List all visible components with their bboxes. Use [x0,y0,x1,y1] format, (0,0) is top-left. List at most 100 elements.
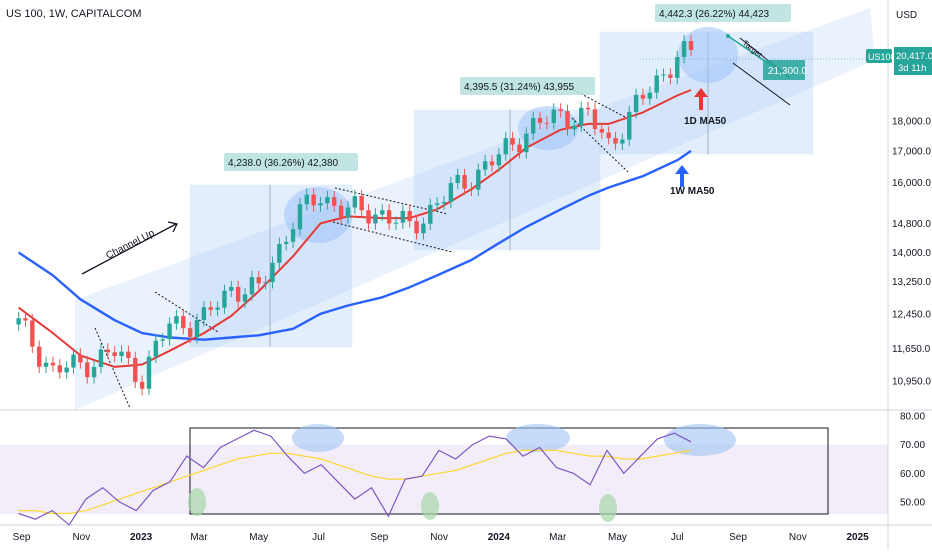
candle-body [64,367,69,373]
candle-body [215,307,220,310]
ma-1d-arrow [694,88,708,110]
rsi-top-bubble-3 [664,424,736,456]
time-tick-label: Nov [72,532,90,543]
candle-body [510,138,515,145]
rsi-bottom-circle-2 [421,492,439,520]
rsi-ma-line [18,449,692,515]
price-tick-label: 14,000.0 [892,248,931,259]
candle-body [30,320,35,347]
currency-label[interactable]: USD [896,10,918,21]
rsi-line [18,429,692,526]
candle-body [50,362,56,366]
candle-body [366,210,371,224]
candle-body [400,211,406,223]
candle-body [242,294,248,302]
price-tick-label: 11,650.0 [892,344,931,355]
candle-body [359,196,364,211]
candle-body [43,362,49,367]
time-tick-label: May [608,532,627,543]
time-tick-label: Mar [190,532,208,543]
rsi-tick-label: 60.00 [900,469,925,480]
candle-body [71,354,76,368]
candle-body [174,316,179,324]
rsi-top-bubble-2 [506,424,570,452]
candle-body [338,205,344,218]
pullback-line-2 [94,327,131,409]
candle-body [297,204,303,230]
candle-body [181,316,186,329]
candle-body [112,352,117,356]
rsi-tick-label: 70.00 [900,440,925,451]
rsi-bottom-circle-3 [599,494,617,522]
candle-body [311,194,316,206]
price-tick-label: 18,000.0 [892,117,931,128]
measure-label-1-bg [224,153,358,171]
time-tick-label: Mar [549,532,567,543]
ma-1d-line [18,89,692,368]
target-price-box [763,60,805,80]
candle-body [565,111,570,130]
target-start-dot [726,34,730,38]
candle-body [462,174,467,189]
symbol-title[interactable]: US 100, 1W, CAPITALCOM [6,8,142,20]
candle-body [434,203,440,205]
time-tick-label: Nov [789,532,807,543]
ma-1w-arrow [675,165,689,187]
price-tick-label: 12,450.0 [892,309,931,320]
time-tick-label: Sep [13,532,31,543]
candle-body [592,109,598,130]
candle-body [448,183,454,202]
candle-body [599,129,605,133]
candle-body [263,282,268,284]
candle-body [332,197,337,206]
time-tick-label: Sep [729,532,747,543]
candle-body [290,229,296,242]
measure-label-2: 4,395.5 (31.24%) 43,955 [464,82,575,93]
candle-body [133,357,138,382]
candle-body [496,154,502,166]
measure-label-3: 4,442.3 (26.22%) 44,423 [659,9,770,20]
target-line-lower [732,62,791,106]
candle-body [544,122,550,124]
candle-body [661,74,666,76]
candle-body [229,286,234,291]
candle-body [482,161,488,170]
candle-body [585,107,591,110]
countdown: 3d 11h [898,63,926,74]
candle-body [304,194,309,205]
price-tick-label: 10,950.0 [892,377,931,388]
last-price: 20,417.0 [896,51,932,62]
candle-body [194,320,200,337]
candle-body [421,223,426,234]
measure-label-2-bg [460,77,595,95]
candle-body [57,365,62,373]
pullback-line-5 [569,87,628,119]
candle-body [37,346,42,367]
candle-body [579,107,584,126]
candle-body [537,118,543,123]
candle-body [668,74,673,78]
candle-body [222,290,227,308]
channel-arrow [81,221,178,275]
candle-body [277,243,282,263]
candle-body [256,277,261,284]
candle-body [85,362,90,378]
candle-body [105,349,111,353]
candle-body [345,207,351,218]
time-tick-label: Jul [312,532,325,543]
candle-body [407,211,412,222]
ma-1w-label: 1W MA50 [670,186,715,197]
candle-body [119,351,124,356]
pullback-line-1 [154,291,219,333]
rsi-top-bubble-1 [292,424,344,452]
time-tick-label: 2025 [846,532,869,543]
candle-body [517,144,522,153]
candle-body [606,132,611,139]
candle-body [469,188,474,190]
rsi-tick-label: 50.00 [900,498,925,509]
price-tick-label: 17,000.0 [892,146,931,157]
candle-body [633,94,639,112]
candle-body [572,125,577,130]
